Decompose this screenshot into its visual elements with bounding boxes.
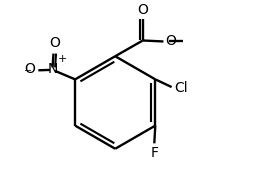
Text: O: O (137, 3, 148, 17)
Text: Cl: Cl (174, 81, 188, 95)
Text: F: F (150, 146, 158, 160)
Text: +: + (58, 54, 67, 64)
Text: O: O (165, 35, 176, 48)
Text: O: O (24, 62, 35, 76)
Text: O: O (50, 36, 60, 50)
Text: ⁻: ⁻ (23, 66, 31, 81)
Text: N: N (47, 62, 58, 76)
